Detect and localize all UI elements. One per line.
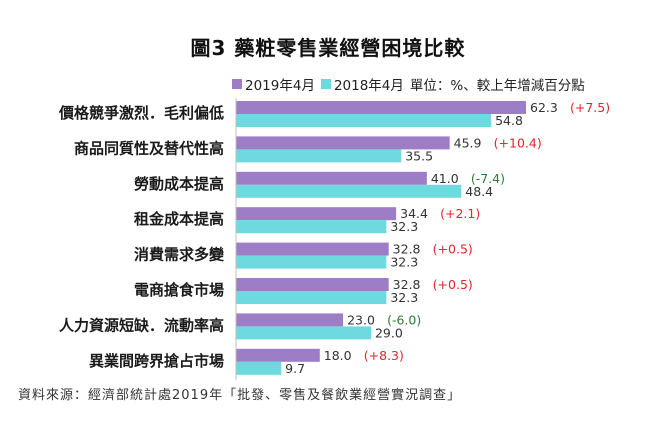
bar-2018 [236,255,387,269]
category-label: 商品同質性及替代性高 [74,139,224,157]
change-label: (-6.0) [387,312,421,327]
change-label: (-7.4) [471,171,505,186]
legend-swatch-2019 [232,79,242,89]
value-label-2019: 62.3 [530,100,558,115]
category-label: 勞動成本提高 [134,175,224,193]
value-label-2019: 32.8 [393,242,421,257]
change-label: (+10.4) [494,135,542,150]
category-label: 租金成本提高 [134,210,224,228]
value-label-2018: 54.8 [495,113,523,128]
bar-2018 [236,361,282,375]
bar-2018 [236,326,371,340]
change-label: (+0.5) [433,277,473,292]
change-label: (+0.5) [433,242,473,257]
value-label-2018: 9.7 [285,361,305,376]
legend-label-2018: 2018年4月 [333,78,404,94]
unit-note: 單位：%、較上年增減百分點 [409,78,585,94]
bar-2019 [236,207,397,221]
bar-2019 [236,171,427,185]
change-label: (+7.5) [570,100,610,115]
bar-2019 [236,313,344,327]
legend-item-2019: 2019年4月 [232,74,315,94]
legend-item-2018: 2018年4月 [320,74,404,94]
legend-swatch-2018 [320,79,331,89]
value-label-2018: 32.3 [390,255,418,270]
value-label-2018: 32.3 [390,219,418,234]
bar-2019 [236,101,526,114]
bar-2018 [236,114,492,127]
category-label: 異業間跨界搶占市場 [89,352,224,370]
legend: 2019年4月 2018年4月 單位：%、較上年增減百分點 [232,74,585,94]
bar-2018 [236,220,387,234]
value-label-2019: 34.4 [400,206,428,221]
change-label: (+8.3) [364,348,404,363]
category-label: 人力資源短缺．流動率高 [59,316,224,334]
category-label: 消費需求多變 [134,246,225,264]
bar-2018 [236,149,402,163]
value-label-2019: 18.0 [324,348,352,363]
value-label-2019: 41.0 [431,171,459,186]
bar-2019 [236,278,389,291]
bar-2019 [236,242,389,256]
legend-label-2019: 2019年4月 [245,78,315,94]
value-label-2018: 29.0 [375,325,403,340]
bar-2018 [236,291,387,304]
category-label: 價格競爭激烈．毛利偏低 [58,104,224,122]
bar-2019 [236,348,320,362]
value-label-2019: 32.8 [393,277,421,292]
category-label: 電商搶食市場 [134,281,224,299]
value-label-2018: 48.4 [465,184,493,199]
change-label: (+2.1) [440,206,480,221]
bar-2018 [236,184,462,198]
value-label-2018: 35.5 [405,148,433,163]
value-label-2019: 23.0 [347,312,375,327]
value-label-2018: 32.3 [390,290,418,305]
source-note: 資料來源：經濟部統計處2019年「批發、零售及餐飲業經營實況調查」 [18,388,462,403]
chart-title: 圖3 藥粧零售業經營困境比較 [190,36,466,60]
value-label-2019: 45.9 [454,135,482,150]
bar-2019 [236,136,450,150]
